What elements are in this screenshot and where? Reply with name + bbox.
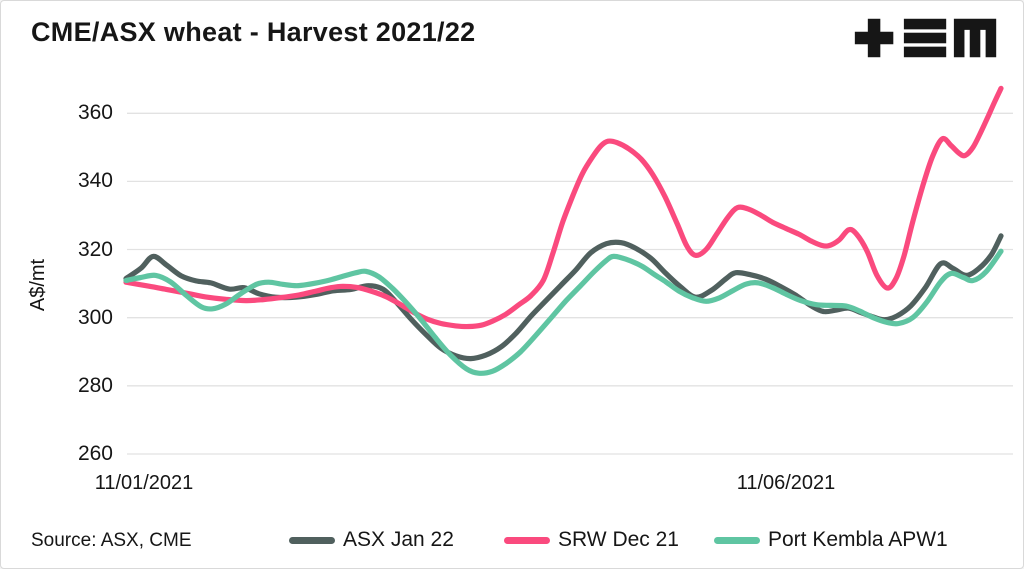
y-tick-label: 300	[77, 306, 113, 329]
legend-swatch	[714, 536, 760, 544]
y-tick-label: 360	[77, 101, 113, 124]
source-note: Source: ASX, CME	[31, 530, 192, 551]
x-tick-label: 11/06/2021	[736, 472, 836, 494]
y-tick-label: 260	[77, 442, 113, 465]
chart-title: CME/ASX wheat - Harvest 2021/22	[31, 17, 476, 47]
series-line-port-kembla-apw1	[123, 248, 1004, 376]
legend-label: SRW Dec 21	[558, 528, 679, 551]
series-lines	[123, 85, 1004, 376]
tem-logo-icon	[854, 18, 997, 58]
y-tick-label: 280	[77, 374, 113, 397]
y-tick-label: 320	[77, 238, 113, 261]
legend-label: ASX Jan 22	[343, 528, 454, 551]
legend-swatch	[289, 536, 335, 544]
series-line-srw-dec-21	[123, 85, 1004, 330]
y-tick-label: 340	[77, 169, 113, 192]
legend-item-port-kembla-apw1: Port Kembla APW1	[714, 528, 948, 552]
legend-label: Port Kembla APW1	[768, 528, 948, 551]
x-tick-label: 11/01/2021	[94, 472, 194, 494]
legend-item-asx-jan-22: ASX Jan 22	[289, 528, 454, 552]
legend-swatch	[504, 536, 550, 544]
legend-item-srw-dec-21: SRW Dec 21	[504, 528, 679, 552]
